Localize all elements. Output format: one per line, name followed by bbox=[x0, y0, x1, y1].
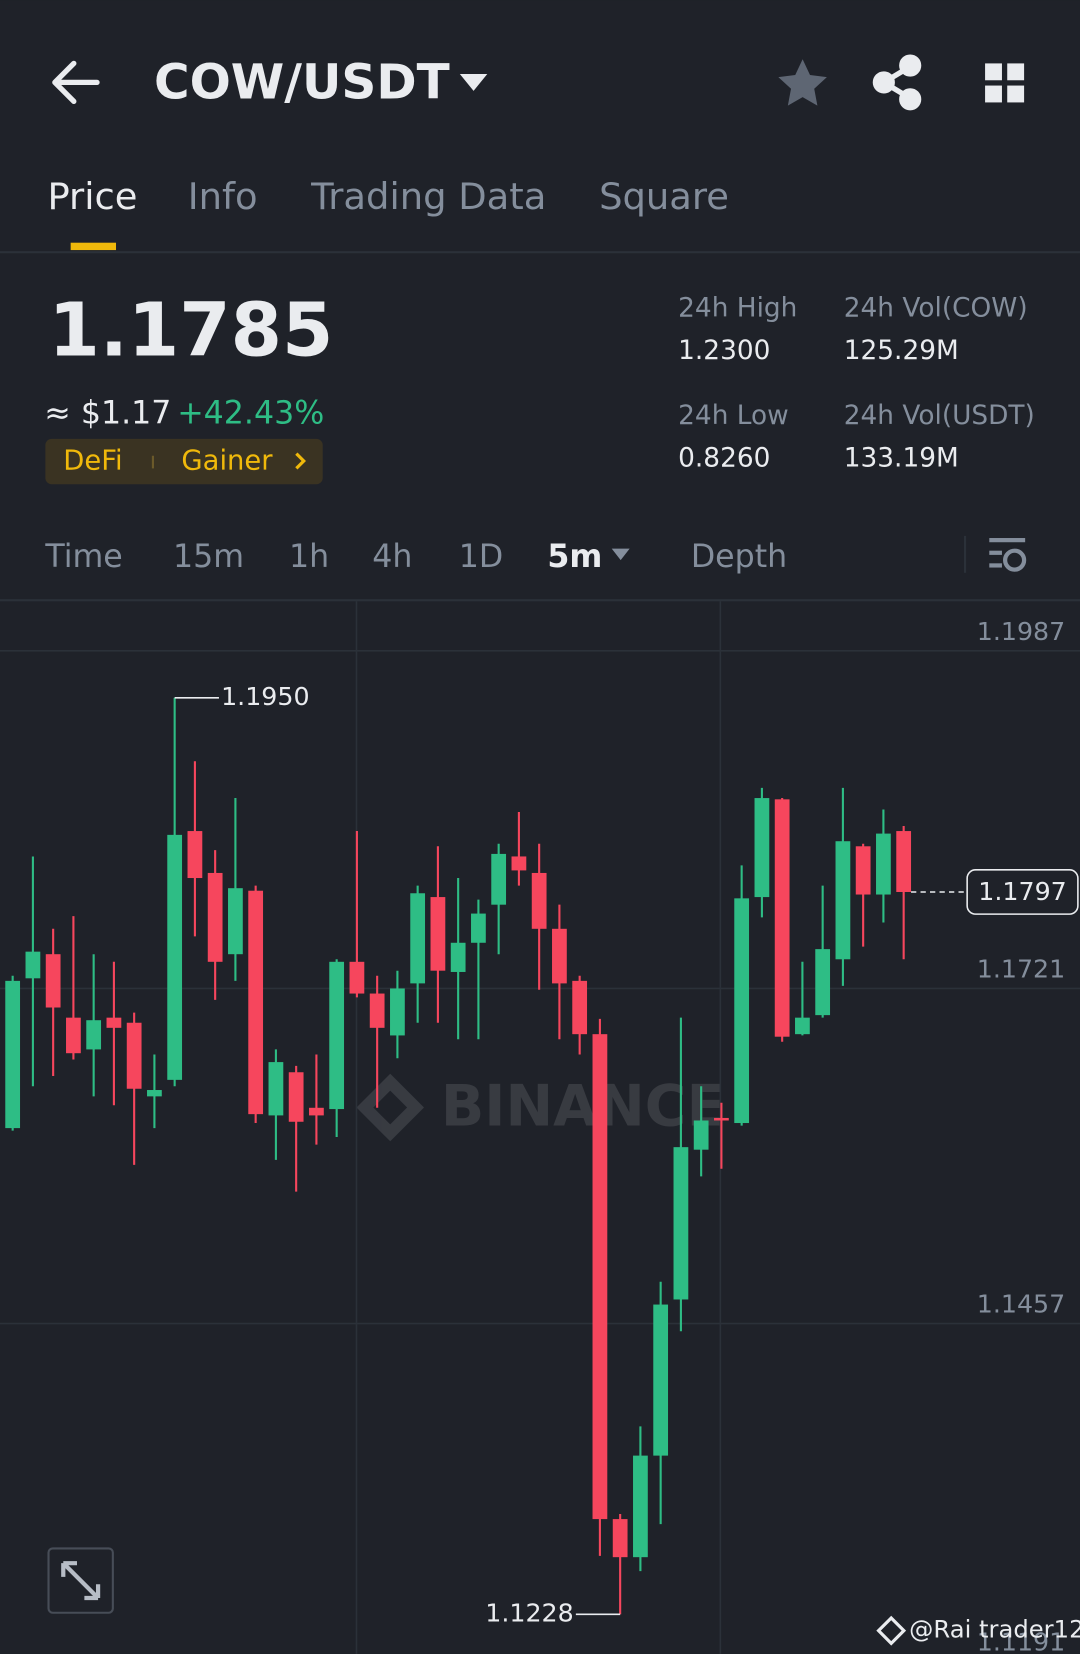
candle-body bbox=[511, 856, 527, 871]
watermark-text: BINANCE bbox=[441, 1073, 726, 1139]
divider bbox=[0, 251, 1080, 254]
stat-value: 1.2300 bbox=[678, 336, 770, 366]
share-icon[interactable] bbox=[872, 54, 922, 111]
y-tick-label: 1.1721 bbox=[977, 955, 1066, 984]
interval-active[interactable]: 5m bbox=[547, 539, 602, 575]
y-tick-label: 1.1191 bbox=[977, 1627, 1066, 1654]
candle-body bbox=[147, 1090, 162, 1097]
interval[interactable]: 1D bbox=[459, 539, 503, 575]
stat-value: 125.29M bbox=[844, 336, 959, 366]
candle-body bbox=[228, 888, 243, 955]
credit-text: @Rai trader12 bbox=[909, 1615, 1080, 1644]
candle-body bbox=[288, 1072, 304, 1122]
tag: DeFi bbox=[63, 446, 122, 477]
price-change: +42.43% bbox=[177, 396, 324, 432]
candle-body bbox=[187, 831, 203, 879]
candle-body bbox=[430, 897, 446, 971]
candle-body bbox=[207, 872, 223, 962]
candle-body bbox=[45, 954, 61, 1008]
stat-value: 133.19M bbox=[844, 443, 959, 473]
stat-label: 24h Low bbox=[678, 401, 789, 431]
candle-body bbox=[815, 949, 831, 1016]
tab[interactable]: Trading Data bbox=[310, 175, 546, 218]
pair-title[interactable]: COW/USDT bbox=[154, 55, 450, 111]
candle-body bbox=[248, 890, 264, 1115]
candle-body bbox=[795, 1017, 810, 1035]
last-price-box bbox=[966, 869, 1079, 915]
tab[interactable]: Square bbox=[599, 175, 729, 218]
candle-body bbox=[552, 928, 567, 984]
fullscreen-button[interactable] bbox=[47, 1547, 114, 1614]
interval[interactable]: 4h bbox=[372, 539, 412, 575]
stat-label: 24h Vol(USDT) bbox=[844, 401, 1035, 431]
candle-body bbox=[86, 1020, 102, 1050]
candle-body bbox=[25, 951, 41, 979]
candle-body bbox=[612, 1519, 628, 1558]
candle-body bbox=[471, 913, 486, 943]
candle-body bbox=[5, 980, 21, 1129]
stat-value: 0.8260 bbox=[678, 443, 770, 473]
last-price: 1.1785 bbox=[49, 288, 334, 374]
candle-body bbox=[734, 898, 750, 1124]
candle-body bbox=[390, 988, 405, 1036]
interval-dropdown[interactable] bbox=[611, 548, 630, 561]
candle-body bbox=[329, 961, 345, 1110]
max-label: 1.1950 bbox=[221, 682, 310, 711]
interval[interactable]: 15m bbox=[173, 539, 244, 575]
y-tick-label: 1.1987 bbox=[977, 617, 1066, 646]
candle-body bbox=[572, 980, 588, 1035]
candle-body bbox=[673, 1147, 689, 1300]
divider bbox=[0, 599, 1080, 602]
candle-body bbox=[693, 1120, 709, 1150]
interval[interactable]: Time bbox=[44, 539, 122, 575]
menu-icon[interactable] bbox=[985, 63, 1025, 103]
chart-settings-icon[interactable] bbox=[989, 538, 1027, 572]
candle-body bbox=[754, 798, 770, 898]
tab-indicator bbox=[70, 242, 117, 251]
interval[interactable]: 1h bbox=[289, 539, 329, 575]
candle-body bbox=[349, 961, 365, 994]
candle-body bbox=[855, 846, 871, 895]
pair-dropdown[interactable] bbox=[459, 73, 488, 91]
candle-body bbox=[633, 1455, 648, 1558]
candle-body bbox=[491, 853, 507, 905]
candle-body bbox=[268, 1062, 284, 1116]
candle-body bbox=[774, 799, 790, 1037]
candle-body bbox=[835, 841, 851, 960]
candle-body bbox=[714, 1117, 729, 1121]
candle-body bbox=[410, 893, 426, 984]
tag-chip[interactable]: DeFi Gainer bbox=[45, 438, 323, 485]
back-button[interactable] bbox=[52, 60, 100, 105]
candlestick-chart: 1.1987 1.1721 1.1457 1.1191 1.1950 1.1228 1.17… bbox=[0, 601, 1080, 1654]
tag: Gainer bbox=[181, 446, 273, 477]
candle-body bbox=[653, 1304, 669, 1456]
last-price-label: 1.1797 bbox=[978, 877, 1067, 906]
candle-body bbox=[126, 1022, 142, 1089]
favorite-icon[interactable] bbox=[778, 59, 827, 106]
divider bbox=[963, 535, 967, 573]
candle-body bbox=[896, 831, 912, 892]
stat-label: 24h High bbox=[678, 294, 797, 324]
candle-body bbox=[369, 993, 385, 1028]
candle-body bbox=[167, 834, 183, 1080]
watermark: BINANCE bbox=[356, 1073, 726, 1142]
min-label: 1.1228 bbox=[485, 1598, 574, 1627]
credit: @Rai trader12 bbox=[876, 1615, 1080, 1646]
y-tick-label: 1.1457 bbox=[977, 1290, 1066, 1319]
candle-body bbox=[450, 942, 466, 972]
usd-price: ≈ $1.17 bbox=[44, 396, 171, 432]
candle-body bbox=[106, 1017, 122, 1028]
candle-body bbox=[309, 1107, 324, 1116]
candle-body bbox=[592, 1034, 608, 1520]
stat-label: 24h Vol(COW) bbox=[844, 294, 1028, 324]
candle-body bbox=[876, 833, 891, 895]
interval[interactable]: Depth bbox=[691, 539, 787, 575]
candle-body bbox=[66, 1017, 81, 1054]
tab-active[interactable]: Price bbox=[47, 175, 137, 218]
tab[interactable]: Info bbox=[188, 175, 258, 218]
candle-body bbox=[531, 872, 547, 929]
